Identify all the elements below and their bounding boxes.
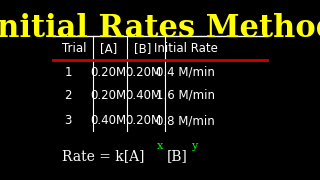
Text: Initial Rates Method: Initial Rates Method [0, 13, 320, 44]
Text: 0.20M: 0.20M [91, 66, 127, 78]
Text: [A]: [A] [100, 42, 117, 55]
Text: 1: 1 [64, 66, 72, 78]
Text: 0.40M: 0.40M [125, 89, 161, 102]
Text: 0.8 M/min: 0.8 M/min [156, 114, 215, 127]
Text: 0.40M: 0.40M [91, 114, 127, 127]
Text: 1.6 M/min: 1.6 M/min [156, 89, 215, 102]
Text: 0.20M: 0.20M [125, 114, 161, 127]
Text: 2: 2 [64, 89, 72, 102]
Text: 0.4 M/min: 0.4 M/min [156, 66, 215, 78]
Text: 0.20M: 0.20M [125, 66, 161, 78]
Text: x: x [157, 141, 163, 151]
Text: Initial Rate: Initial Rate [154, 42, 218, 55]
Text: 0.20M: 0.20M [91, 89, 127, 102]
Text: y: y [191, 141, 197, 151]
Text: [B]: [B] [166, 150, 187, 164]
Text: 3: 3 [64, 114, 72, 127]
Text: Rate = k[A]: Rate = k[A] [62, 150, 144, 164]
Text: Trial: Trial [62, 42, 86, 55]
Text: [B]: [B] [134, 42, 152, 55]
